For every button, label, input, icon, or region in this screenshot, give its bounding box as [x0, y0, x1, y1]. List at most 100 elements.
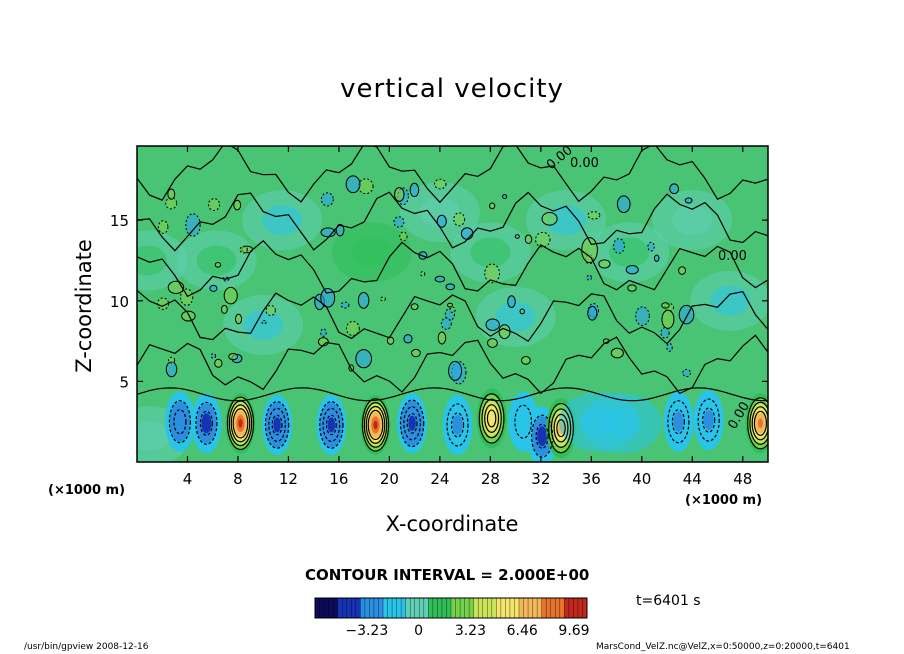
- colorbar-segment: [464, 598, 470, 618]
- field-cell-level: [351, 237, 392, 268]
- contour-line: [386, 336, 395, 345]
- contour-line: [367, 409, 384, 441]
- colorbar-segment: [541, 598, 547, 618]
- contour-line: [399, 399, 425, 448]
- contour-line: [180, 288, 194, 306]
- contour-line: [379, 296, 387, 302]
- field-cell-level: [373, 420, 378, 430]
- x-tick-label: 32: [531, 470, 550, 488]
- contour-lines: [137, 146, 768, 458]
- colorbar-segment: [346, 598, 352, 618]
- contour-line: [322, 407, 341, 443]
- plot-area: [137, 146, 768, 462]
- colorbar-segment: [446, 598, 452, 618]
- colorbar-segment: [582, 598, 588, 618]
- contour-line: [235, 313, 243, 325]
- contour-line: [484, 263, 500, 284]
- contour-line: [541, 212, 558, 226]
- field-cell-level: [710, 285, 751, 316]
- colorbar-segment: [528, 598, 534, 618]
- colorbar-tick-label: 0: [414, 623, 423, 639]
- contour-line: [587, 305, 598, 321]
- colorbar-segment: [337, 598, 343, 618]
- field-cell-level: [243, 309, 284, 340]
- contour-line: [519, 308, 525, 315]
- colorbar-segment: [505, 598, 511, 618]
- field-cell-level: [672, 205, 713, 236]
- colorbar-segment: [451, 598, 457, 618]
- y-tick-label: 15: [110, 212, 129, 230]
- contour-line: [553, 413, 569, 443]
- contour-line: [749, 401, 768, 445]
- colorbar-segment: [532, 598, 538, 618]
- field-cell: [316, 394, 347, 455]
- contour-line: [436, 214, 447, 228]
- contour-line: [653, 254, 660, 262]
- colorbar-segment: [460, 598, 466, 618]
- field-cell-level: [470, 237, 511, 268]
- contour-line: [524, 234, 533, 245]
- colorbar-segment: [360, 598, 366, 618]
- colorbar-segment: [469, 598, 475, 618]
- contour-line: [434, 275, 446, 283]
- field-cell: [581, 393, 662, 454]
- contour-line: [535, 423, 549, 449]
- colorbar-segment: [369, 598, 375, 618]
- contour-line: [271, 414, 283, 436]
- contour-line: [520, 356, 531, 365]
- field-cell: [690, 270, 768, 331]
- colorbar-segment: [355, 598, 361, 618]
- contour-line: [394, 187, 405, 202]
- contour-line: [598, 259, 611, 269]
- colorbar-segment: [373, 598, 379, 618]
- contour-line: [214, 358, 223, 368]
- colorbar-segment: [405, 598, 411, 618]
- contour-line: [616, 195, 631, 213]
- colorbar-segment: [328, 598, 334, 618]
- chart-title: vertical velocity: [340, 74, 564, 104]
- colorbar-segment: [396, 598, 402, 618]
- contour-line: [239, 245, 248, 254]
- contour-line: [325, 414, 337, 436]
- contour-line: [478, 393, 505, 444]
- contour-line: [514, 404, 533, 439]
- field-cell-level: [137, 245, 168, 276]
- y-axis-label: Z-coordinate: [72, 239, 96, 373]
- contour-line: [210, 353, 217, 359]
- colorbar-ticks: −3.23 0 3.23 6.46 9.69: [345, 623, 589, 639]
- colorbar-frame: [314, 597, 588, 619]
- contour-line: [449, 306, 456, 313]
- contour-line: [230, 404, 251, 443]
- colorbar-segment: [550, 598, 556, 618]
- colorbar-segment: [414, 598, 420, 618]
- colorbar-segment: [478, 598, 484, 618]
- field-cell-level: [262, 205, 303, 236]
- contour-line: [487, 338, 498, 348]
- field-cell: [176, 230, 257, 291]
- contour-line: [486, 409, 497, 428]
- contour-line: [361, 398, 390, 452]
- colorbar-segment: [564, 598, 570, 618]
- field-cell-level: [137, 421, 170, 452]
- contour-line: [485, 318, 500, 331]
- contour-line: [233, 199, 242, 211]
- contour-line: [355, 349, 373, 369]
- contour-line: [550, 408, 572, 448]
- colorbar-segment: [500, 598, 506, 618]
- contour-line: [137, 334, 768, 395]
- x-tick-label: 20: [380, 470, 399, 488]
- x-tick-label: 40: [632, 470, 651, 488]
- contour-line: [682, 368, 691, 378]
- field-cell-level: [757, 418, 763, 429]
- colorbar-segment: [432, 598, 438, 618]
- contour-line: [647, 241, 655, 252]
- contour-line: [195, 401, 218, 445]
- contour-line: [627, 284, 637, 292]
- contour-line: [399, 231, 408, 242]
- field-cell: [652, 190, 733, 251]
- contour-line: [320, 287, 336, 308]
- contour-line: [363, 402, 388, 448]
- field-cell: [475, 286, 556, 347]
- contour-line: [357, 291, 370, 309]
- contour-line: [265, 304, 276, 317]
